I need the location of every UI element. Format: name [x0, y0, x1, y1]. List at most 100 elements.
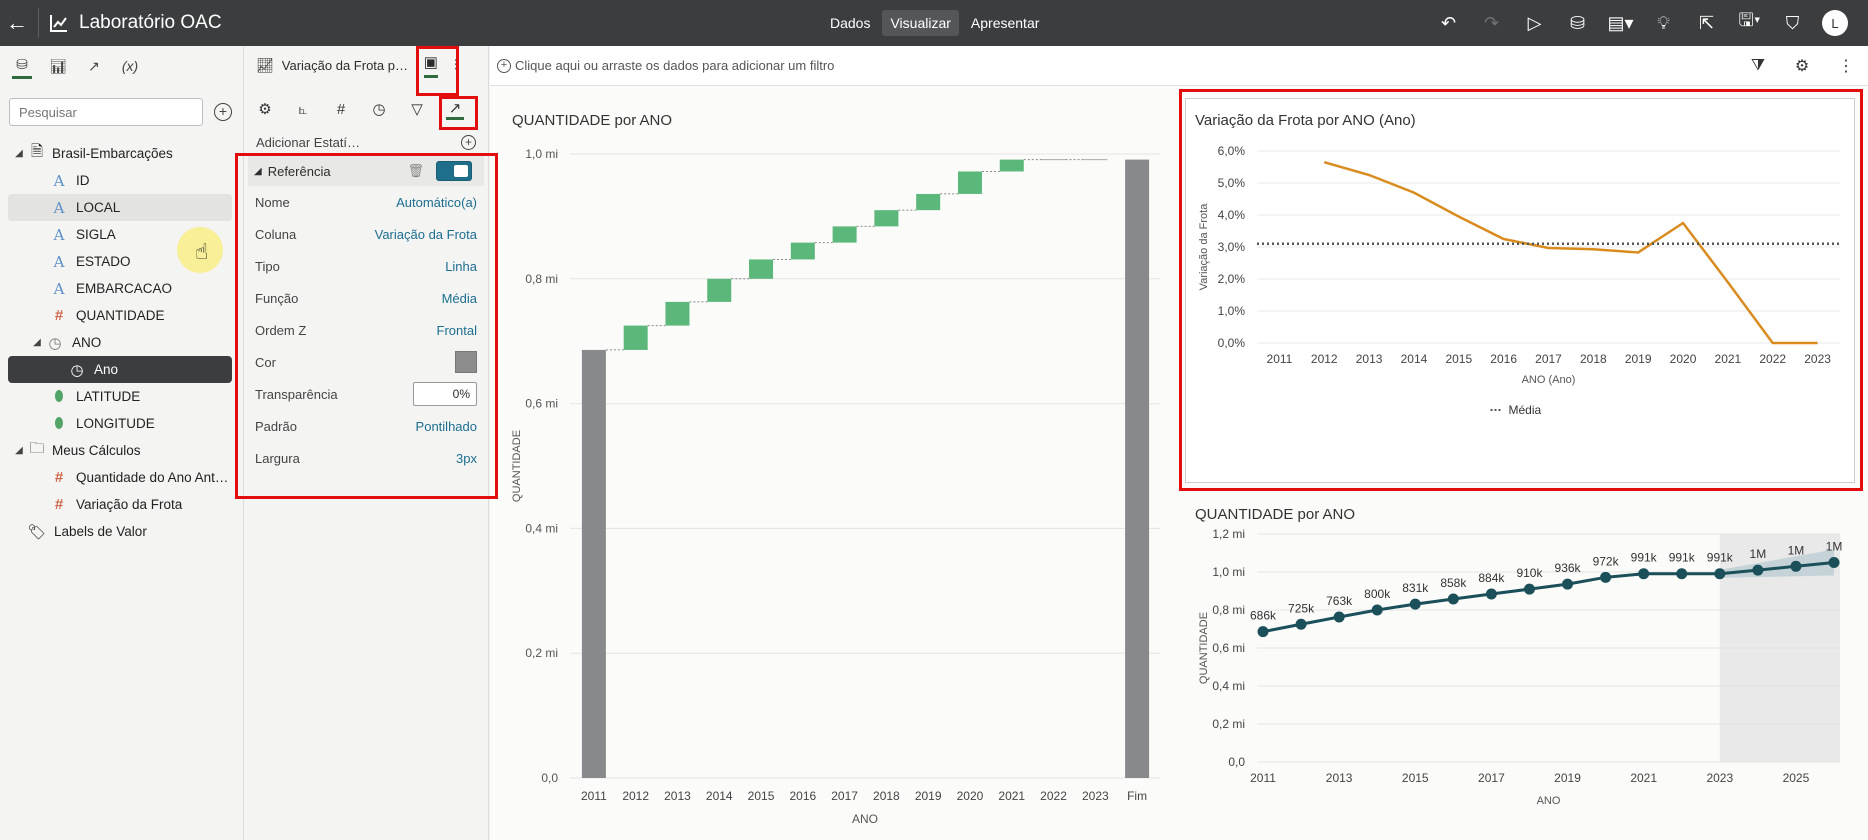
- collapse-icon[interactable]: ◢: [33, 337, 41, 348]
- tree-item-quantidade[interactable]: # QUANTIDADE: [0, 302, 244, 329]
- add-statistic-row[interactable]: Adicionar Estatí… +: [244, 128, 488, 156]
- tree-item-quantidade-ano-anterior[interactable]: # Quantidade do Ano Ant…: [0, 464, 244, 491]
- data-point: [1676, 568, 1688, 580]
- tree-item-id[interactable]: A ID: [0, 167, 244, 194]
- toolbar-actions: ↶ ↷ ▷ ⛁ ▤▾ 💡︎ ⇱ 🖫▾ ⛉ L: [1427, 0, 1868, 46]
- tab-visualizar[interactable]: Visualizar: [882, 10, 959, 36]
- forecast-line-chart[interactable]: 0,0 0,2 mi 0,4 mi 0,6 mi 0,8 mi 1,0 mi 1,2 mi Q…: [1185, 526, 1865, 838]
- variacao-line-chart[interactable]: 0,0% 1,0% 2,0% 3,0% 4,0% 5,0% 6,0% Variação da …: [1185, 131, 1855, 476]
- reference-section-header[interactable]: ◢ Referência 🗑︎: [248, 156, 484, 186]
- data-panel: ⛁ 📊︎ ↗ (x) + ◢🗎︎Brasil-Embarcações AID A…: [0, 46, 244, 840]
- divider: [38, 8, 39, 38]
- back-arrow-icon[interactable]: ←: [6, 10, 28, 35]
- prop-cor[interactable]: Cor: [244, 346, 488, 378]
- grammar-tab-icon[interactable]: ⫶: [453, 56, 458, 74]
- workbook-chart-icon: [50, 15, 67, 32]
- x-tick-label: 2018: [873, 789, 900, 803]
- prop-padrao[interactable]: Padrão Pontilhado: [255, 418, 477, 434]
- play-icon[interactable]: ▷: [1527, 12, 1542, 33]
- hand-cursor-icon: ☝︎: [195, 239, 209, 264]
- prop-ordem-z[interactable]: Ordem Z Frontal: [255, 322, 477, 338]
- tree-item-ano[interactable]: ◢ ◷ ANO: [0, 329, 244, 356]
- filter-icon[interactable]: ▽: [411, 101, 423, 118]
- y-tick-label: 0,0: [541, 771, 558, 785]
- x-axis-label: ANO (Ano): [1522, 374, 1576, 386]
- tab-dados[interactable]: Dados: [830, 15, 871, 31]
- properties-tab-icon[interactable]: ▣: [423, 53, 438, 78]
- add-filter-icon[interactable]: +: [497, 58, 511, 73]
- analytics-tab-icon[interactable]: ↗: [88, 57, 100, 74]
- viz-name: Variação da Frota p…: [281, 57, 408, 73]
- properties-panel: 📈︎ Variação da Frota p… ▣ ⫶ ⚙ ⦜ # ◷ ▽ ↗ …: [244, 46, 489, 840]
- color-swatch[interactable]: [455, 351, 477, 373]
- save-icon[interactable]: 🖫▾: [1738, 10, 1761, 30]
- transparency-input[interactable]: 0%: [413, 382, 477, 406]
- collapse-icon[interactable]: ◢: [254, 165, 262, 177]
- data-label: 763k: [1326, 594, 1353, 608]
- location-pin-icon: ⬮: [54, 415, 64, 432]
- prop-coluna[interactable]: Coluna Variação da Frota: [255, 226, 477, 242]
- tree-item-latitude[interactable]: ⬮ LATITUDE: [0, 383, 244, 410]
- tree-item-meus-calculos[interactable]: ◢ 🗀 Meus Cálculos: [0, 437, 244, 464]
- total-bar: [1125, 159, 1150, 779]
- undo-icon[interactable]: ↶: [1440, 12, 1457, 33]
- add-data-icon[interactable]: +: [214, 103, 232, 121]
- increase-bar: [832, 226, 857, 243]
- tree-item-local[interactable]: A LOCAL: [8, 194, 232, 221]
- tree-item-ano-year[interactable]: ◷ Ano: [8, 356, 232, 383]
- values-hash-icon[interactable]: #: [336, 100, 346, 118]
- data-label: 725k: [1288, 601, 1315, 615]
- tree-item-longitude[interactable]: ⬮ LONGITUDE: [0, 410, 244, 437]
- waterfall-chart[interactable]: 0,0 0,2 mi 0,4 mi 0,6 mi 0,8 mi 1,0 mi QUANTID…: [490, 136, 1170, 836]
- analytics-icon[interactable]: ↗: [446, 99, 464, 120]
- collapse-icon[interactable]: ◢: [15, 445, 23, 456]
- tree-item-estado[interactable]: A ESTADO: [0, 248, 244, 275]
- prop-tipo[interactable]: Tipo Linha: [255, 258, 477, 274]
- prop-funcao[interactable]: Função Média: [255, 290, 477, 306]
- location-pin-icon: ⬮: [54, 388, 64, 405]
- data-tree: ◢ 🗎︎ Brasil-Embarcações A ID A LOCAL A SIGLA …: [0, 140, 244, 545]
- filter-options-icon[interactable]: ⧩: [1750, 57, 1766, 74]
- axis-icon[interactable]: ⦜: [298, 100, 308, 118]
- calculations-tab-icon[interactable]: (x): [121, 58, 139, 74]
- tree-item-sigla[interactable]: A SIGLA: [0, 221, 244, 248]
- visualizations-tab-icon[interactable]: 📊︎: [49, 57, 67, 74]
- insights-lightbulb-icon[interactable]: 💡︎: [1657, 12, 1670, 33]
- tree-item-variacao-frota[interactable]: # Variação da Frota: [0, 491, 244, 518]
- prop-nome[interactable]: Nome Automático(a): [255, 194, 477, 210]
- tree-item-embarcacao[interactable]: A EMBARCACAO: [0, 275, 244, 302]
- search-input[interactable]: [9, 98, 203, 126]
- avatar[interactable]: L: [1822, 10, 1848, 36]
- canvas-settings-icon[interactable]: ⚙: [1794, 58, 1810, 75]
- prop-largura[interactable]: Largura 3px: [255, 450, 477, 466]
- data-point: [1562, 578, 1574, 590]
- trash-icon[interactable]: 🗑︎: [407, 163, 424, 178]
- filter-bar[interactable]: + Clique aqui ou arraste os dados para a…: [490, 46, 1868, 86]
- time-icon[interactable]: ◷: [372, 101, 386, 118]
- tab-apresentar[interactable]: Apresentar: [970, 15, 1040, 31]
- prop-transparencia[interactable]: Transparência 0%: [244, 378, 488, 410]
- clock-icon: ◷: [48, 334, 62, 352]
- collapse-icon[interactable]: ◢: [15, 148, 23, 159]
- data-label: 1M: [1826, 540, 1843, 554]
- refresh-data-icon[interactable]: ⛁: [1569, 12, 1586, 33]
- x-tick-label: 2012: [1311, 352, 1338, 366]
- x-tick-label: 2011: [581, 789, 607, 803]
- y-tick-label: 0,4 mi: [1212, 679, 1245, 693]
- line-chart-panel[interactable]: [1185, 98, 1855, 483]
- export-icon[interactable]: ⇱: [1698, 12, 1715, 33]
- general-settings-icon[interactable]: ⚙: [258, 101, 272, 118]
- y-tick-label: 1,0 mi: [525, 147, 558, 161]
- narrate-icon[interactable]: ▤▾: [1607, 12, 1634, 33]
- reference-toggle[interactable]: [436, 161, 472, 181]
- tree-item-dataset[interactable]: ◢ 🗎︎ Brasil-Embarcações: [0, 140, 244, 167]
- bookmark-icon[interactable]: ⛉: [1785, 12, 1800, 33]
- redo-icon[interactable]: ↷: [1483, 12, 1500, 33]
- filter-placeholder[interactable]: Clique aqui ou arraste os dados para adi…: [515, 58, 835, 73]
- data-tab-database-icon[interactable]: ⛁: [12, 53, 32, 79]
- increase-bar: [790, 242, 815, 260]
- more-options-icon[interactable]: ⋮: [1838, 58, 1854, 75]
- properties-header: 📈︎ Variação da Frota p… ▣ ⫶: [244, 46, 488, 84]
- tree-item-labels-valor[interactable]: 🏷︎ Labels de Valor: [27, 523, 147, 541]
- add-statistic-icon[interactable]: +: [461, 134, 476, 150]
